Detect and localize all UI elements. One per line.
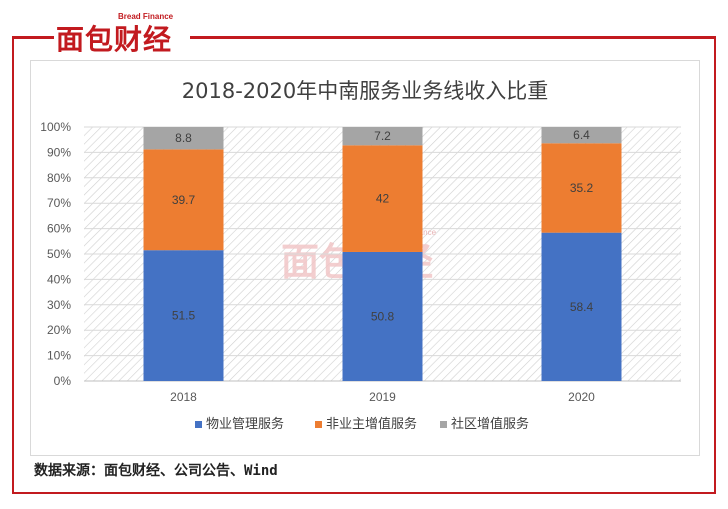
frame-top-left-line: [12, 36, 54, 39]
bar-segment: [143, 149, 224, 251]
y-tick-label: 40%: [47, 272, 71, 286]
y-tick-label: 90%: [47, 145, 71, 159]
brand-english-name: Bread Finance: [118, 12, 174, 21]
bar-segment: [143, 250, 224, 381]
bar-segment: [342, 145, 423, 252]
bar-segment: [342, 127, 423, 146]
y-tick-label: 10%: [47, 349, 71, 363]
x-tick-label: 2018: [170, 390, 197, 404]
legend-label: 社区增值服务: [451, 416, 529, 432]
chart-title: 2018-2020年中南服务业务线收入比重: [181, 79, 549, 103]
bar-segment: [541, 143, 622, 233]
legend: 物业管理服务 非业主增值服务 社区增值服务: [195, 416, 529, 432]
source-note: 数据来源：面包财经、公司公告、Wind: [34, 463, 278, 479]
frame-right-line: [714, 36, 716, 494]
y-tick-label: 0%: [54, 374, 72, 388]
x-tick-label: 2019: [369, 390, 396, 404]
y-tick-label: 80%: [47, 171, 71, 185]
data-label: 39.7: [172, 193, 196, 207]
x-axis-ticks: 2018 2019 2020: [170, 390, 595, 404]
bar-segment: [541, 232, 622, 381]
data-label: 6.4: [573, 128, 590, 142]
legend-swatch: [315, 421, 322, 428]
legend-label: 非业主增值服务: [326, 416, 417, 432]
brand-chinese-name: 面包财经: [56, 23, 173, 56]
legend-item: 非业主增值服务: [315, 416, 417, 432]
y-tick-label: 60%: [47, 222, 71, 236]
chart-container: 2018-2020年中南服务业务线收入比重 Bread Finance面包财经 …: [30, 60, 700, 456]
legend-swatch: [440, 421, 447, 428]
legend-swatch: [195, 421, 202, 428]
data-label: 7.2: [374, 129, 391, 143]
y-tick-label: 70%: [47, 196, 71, 210]
frame-left-line: [12, 36, 14, 494]
bar-segment: [541, 127, 622, 144]
brand-logo: Bread Finance 面包财经: [56, 12, 188, 56]
frame-bottom-line: [12, 492, 716, 494]
bars: [143, 127, 622, 381]
y-tick-label: 30%: [47, 298, 71, 312]
data-labels: 51.5 39.7 8.8 50.8 42 7.2 58.4 35.2 6.4: [172, 128, 594, 323]
data-label: 51.5: [172, 309, 196, 323]
data-label: 35.2: [570, 181, 594, 195]
frame-top-right-line: [190, 36, 716, 39]
bar-segment: [143, 127, 224, 150]
legend-item: 物业管理服务: [195, 416, 284, 432]
legend-label: 物业管理服务: [206, 416, 284, 432]
x-tick-label: 2020: [568, 390, 595, 404]
data-label: 50.8: [371, 309, 395, 323]
data-label: 58.4: [570, 300, 594, 314]
y-tick-label: 50%: [47, 247, 71, 261]
y-tick-label: 100%: [40, 120, 71, 134]
y-tick-label: 20%: [47, 323, 71, 337]
data-label: 42: [376, 192, 390, 206]
y-axis-ticks: 0% 10% 20% 30% 40% 50% 60% 70% 80% 90% 100%: [40, 120, 71, 388]
legend-item: 社区增值服务: [440, 416, 529, 432]
data-label: 8.8: [175, 131, 192, 145]
bar-segment: [342, 251, 423, 381]
